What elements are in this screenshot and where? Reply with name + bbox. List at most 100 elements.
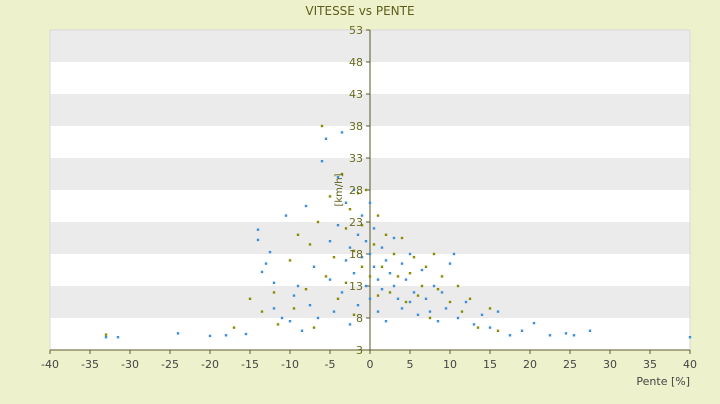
data-point-series-1 (384, 320, 388, 323)
data-point-series-1 (564, 332, 568, 335)
data-point-series-2 (336, 297, 340, 300)
data-point-series-2 (348, 208, 352, 211)
data-point-series-2 (488, 307, 492, 310)
data-point-series-1 (488, 326, 492, 329)
x-tick-label: -35 (81, 358, 99, 371)
x-tick-label: -10 (281, 358, 299, 371)
data-point-series-1 (256, 228, 260, 231)
x-tick-label: -40 (41, 358, 59, 371)
data-point-series-1 (352, 188, 356, 192)
data-point-series-1 (400, 307, 404, 310)
y-tick-label: 33 (349, 152, 363, 165)
data-point-series-1 (380, 246, 384, 249)
data-point-series-2 (276, 323, 280, 326)
x-axis-label: Pente [%] (636, 375, 690, 388)
data-point-series-1 (316, 316, 320, 320)
y-tick-label: 38 (349, 120, 363, 133)
data-point-series-2 (104, 333, 108, 336)
y-tick-label: 8 (356, 312, 363, 325)
data-point-series-2 (384, 233, 388, 236)
data-point-series-1 (104, 336, 108, 339)
data-point-series-2 (420, 284, 424, 288)
data-point-series-2 (352, 313, 356, 316)
data-point-series-1 (360, 256, 364, 259)
data-point-series-1 (356, 233, 360, 236)
data-point-series-1 (416, 313, 420, 316)
data-point-series-1 (256, 238, 260, 242)
data-point-series-1 (384, 259, 388, 262)
data-point-series-1 (116, 336, 120, 339)
data-point-series-1 (480, 313, 484, 316)
data-point-series-1 (376, 310, 380, 313)
data-point-series-2 (412, 256, 416, 259)
data-point-series-1 (508, 334, 512, 337)
chart-title: VITESSE vs PENTE (305, 4, 414, 18)
data-point-series-1 (496, 310, 500, 313)
data-point-series-1 (272, 281, 276, 284)
x-tick-label: -20 (201, 358, 219, 371)
data-point-series-1 (272, 307, 276, 310)
y-tick-label: 48 (349, 56, 363, 69)
data-point-series-2 (416, 294, 420, 297)
data-point-series-2 (316, 220, 320, 224)
data-point-series-2 (320, 124, 324, 128)
data-point-series-1 (224, 334, 228, 337)
x-tick-labels: -40 -35 -30 -25 -20 -15 -10 -5 0 5 10 15 20 25 30 35 40 (41, 358, 697, 371)
data-point-series-1 (260, 270, 264, 274)
data-point-series-1 (372, 227, 376, 230)
data-point-series-1 (428, 310, 432, 313)
data-point-series-2 (432, 252, 436, 256)
data-point-series-1 (396, 297, 400, 300)
data-point-series-2 (312, 326, 316, 329)
data-point-series-2 (440, 275, 444, 278)
data-point-series-1 (344, 201, 348, 204)
x-tick-label: 40 (683, 358, 697, 371)
y-tick-label: 43 (349, 88, 363, 101)
data-point-series-1 (280, 316, 284, 320)
data-point-series-1 (292, 294, 296, 297)
data-point-series-2 (372, 243, 376, 246)
x-tick-label: 20 (523, 358, 537, 371)
data-point-series-1 (268, 250, 272, 254)
data-point-series-2 (296, 233, 300, 236)
data-point-series-2 (332, 256, 336, 259)
x-tick-label: 30 (603, 358, 617, 371)
data-point-series-2 (448, 300, 452, 304)
data-point-series-1 (320, 160, 324, 163)
data-point-series-2 (436, 288, 440, 291)
data-point-series-1 (448, 262, 452, 265)
data-point-series-2 (460, 310, 464, 313)
data-point-series-1 (404, 278, 408, 281)
data-point-series-1 (368, 252, 372, 256)
data-point-series-1 (332, 310, 336, 313)
data-point-series-1 (408, 252, 412, 256)
data-point-series-1 (208, 334, 212, 338)
x-tick-label: 35 (643, 358, 657, 371)
data-point-series-1 (472, 323, 476, 326)
data-point-series-1 (284, 214, 288, 217)
data-point-series-2 (344, 281, 348, 284)
data-point-series-1 (328, 240, 332, 243)
data-point-series-1 (372, 265, 376, 268)
data-point-series-1 (308, 304, 312, 307)
data-point-series-2 (396, 275, 400, 278)
x-tick-label: 5 (407, 358, 414, 371)
data-point-series-1 (324, 137, 328, 140)
data-point-series-2 (308, 243, 312, 246)
data-point-series-1 (336, 176, 340, 179)
data-point-series-1 (368, 201, 372, 204)
data-point-series-1 (548, 334, 552, 337)
data-point-series-2 (352, 249, 356, 252)
y-tick-label: 3 (356, 344, 363, 357)
data-point-series-1 (380, 288, 384, 291)
data-point-series-1 (456, 316, 460, 320)
data-point-series-1 (304, 204, 308, 208)
data-point-series-1 (588, 329, 592, 332)
y-axis-label: [km/h] (334, 173, 345, 206)
x-tick-label: -25 (161, 358, 179, 371)
data-point-series-2 (344, 227, 348, 230)
data-point-series-1 (440, 291, 444, 294)
axes (49, 29, 691, 354)
data-point-series-1 (352, 272, 356, 275)
